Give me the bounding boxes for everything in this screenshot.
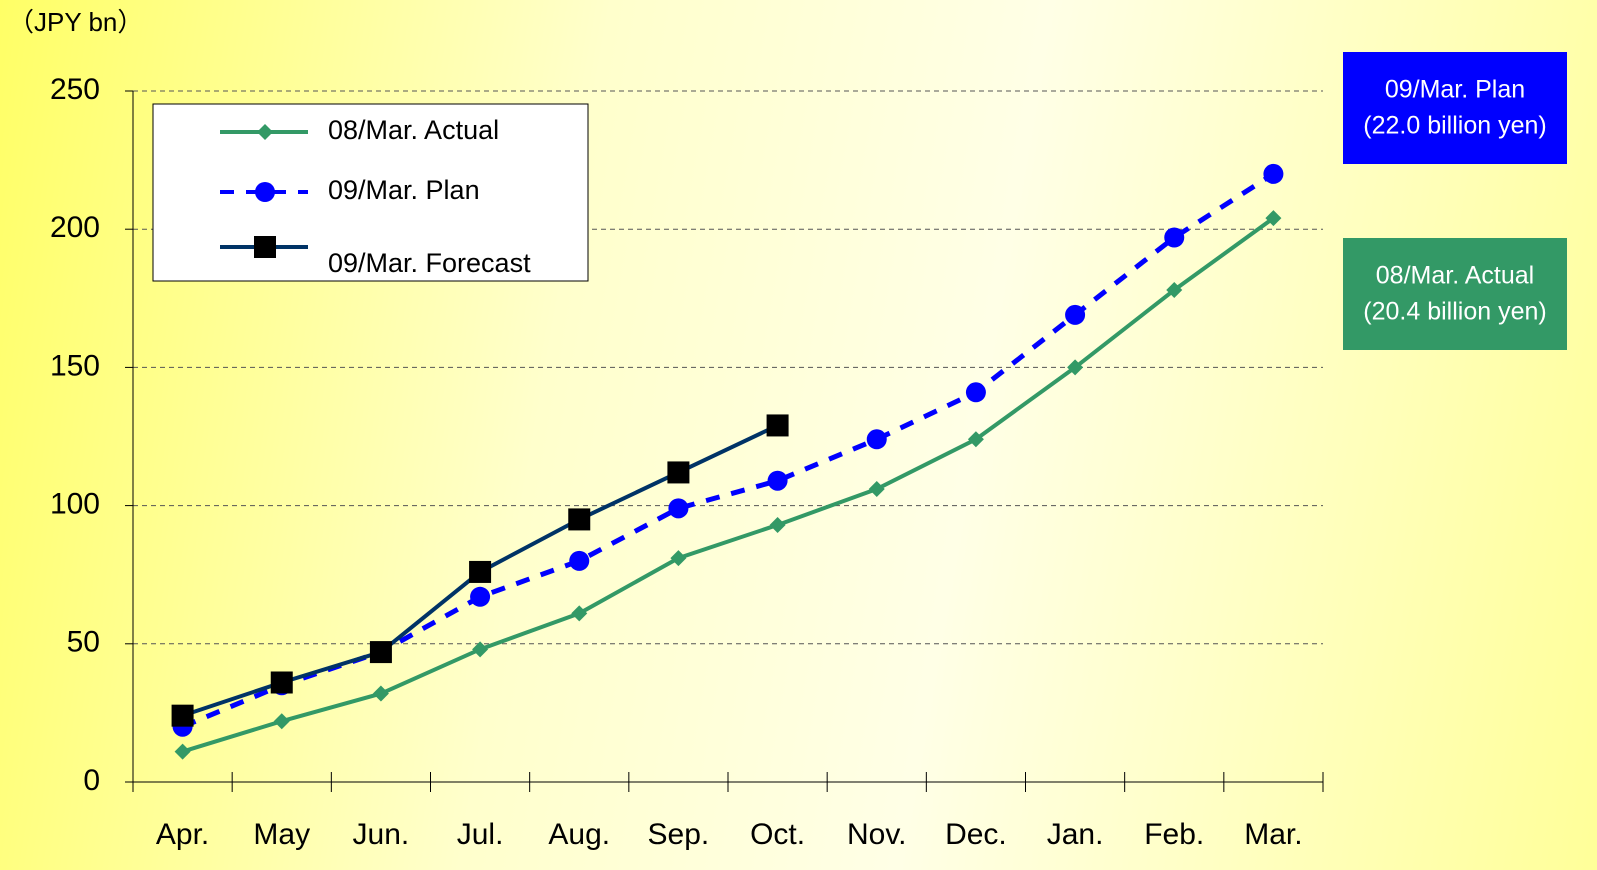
y-tick-label: 150 xyxy=(50,349,100,382)
y-tick-label: 250 xyxy=(50,73,100,106)
point xyxy=(1166,282,1183,299)
x-tick-label: Sep. xyxy=(648,818,710,851)
point xyxy=(766,414,789,437)
annotation-text: 08/Mar. Actual xyxy=(1376,262,1534,290)
x-tick-label: May xyxy=(253,818,310,851)
annotation-box xyxy=(1343,238,1567,350)
annotation-box xyxy=(1343,52,1567,164)
y-tick-label: 100 xyxy=(50,488,100,521)
unit-label: （JPY bn） xyxy=(8,7,143,37)
x-tick-label: Apr. xyxy=(156,818,209,851)
point xyxy=(469,560,492,583)
point xyxy=(1263,163,1284,184)
point xyxy=(1065,304,1086,325)
legend-label: 09/Mar. Forecast xyxy=(328,248,531,278)
x-tick-label: Dec. xyxy=(945,818,1007,851)
x-tick-label: Nov. xyxy=(847,818,906,851)
x-tick-label: Oct. xyxy=(750,818,805,851)
point xyxy=(568,508,591,531)
point xyxy=(965,382,986,403)
point xyxy=(257,124,273,140)
point xyxy=(255,182,275,202)
point xyxy=(1265,210,1282,227)
point xyxy=(254,236,276,258)
point xyxy=(273,713,290,730)
x-tick-label: Jan. xyxy=(1047,818,1104,851)
legend-label: 09/Mar. Plan xyxy=(328,175,480,205)
series-line xyxy=(181,216,1275,754)
legend-label: 08/Mar. Actual xyxy=(328,115,499,145)
point xyxy=(472,641,489,658)
y-tick-label: 50 xyxy=(67,626,100,659)
point xyxy=(767,470,788,491)
x-tick-label: Mar. xyxy=(1244,818,1302,851)
point xyxy=(569,550,590,571)
point xyxy=(372,685,389,702)
point xyxy=(769,516,786,533)
y-tick-label: 0 xyxy=(83,764,100,797)
point xyxy=(866,429,887,450)
point xyxy=(174,743,191,760)
point xyxy=(369,641,392,664)
point xyxy=(270,671,293,694)
point xyxy=(670,550,687,567)
point xyxy=(1067,359,1084,376)
point xyxy=(667,461,690,484)
annotation-text: (20.4 billion yen) xyxy=(1363,298,1546,326)
x-tick-label: Jun. xyxy=(353,818,410,851)
point xyxy=(668,498,689,519)
point xyxy=(171,704,194,727)
point xyxy=(1164,227,1185,248)
y-tick-label: 200 xyxy=(50,211,100,244)
x-tick-label: Aug. xyxy=(548,818,610,851)
point xyxy=(967,431,984,448)
annotation-text: 09/Mar. Plan xyxy=(1385,76,1525,104)
x-tick-label: Feb. xyxy=(1144,818,1204,851)
annotation-text: (22.0 billion yen) xyxy=(1363,112,1546,140)
point xyxy=(868,481,885,498)
point xyxy=(571,605,588,622)
point xyxy=(470,586,491,607)
x-tick-label: Jul. xyxy=(457,818,504,851)
